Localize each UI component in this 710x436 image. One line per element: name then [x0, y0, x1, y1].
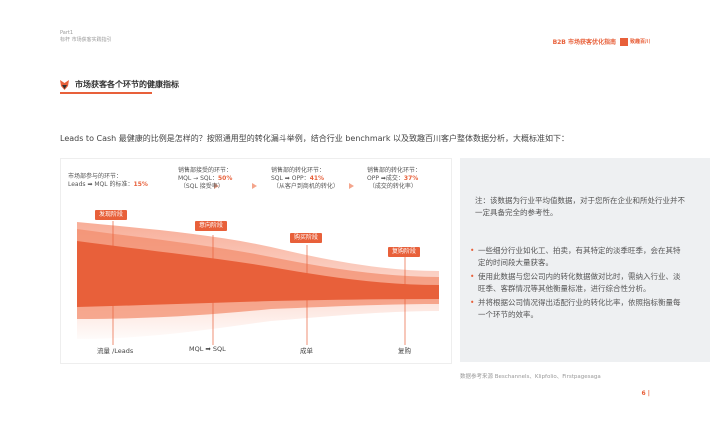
- data-source: 数据参考来源 Beschannels、Klipfolio、Firstpagesa…: [460, 374, 601, 380]
- note-text: 注：该数据为行业平均值数据，对于您所在企业和所处行业并不一定具备完全的参考性。: [475, 196, 685, 217]
- header-subtitle: 标杆 市场获客实践指引: [60, 37, 112, 43]
- bullet-item: 使用此数据与您公司内的转化数据做对比时，需纳入行业、淡旺季、客群情况等其他衡量标…: [470, 271, 685, 295]
- funnel-chart-card: 市场部参与的环节： Leads ➡ MQL 的标准：15% 销售部接受的环节： …: [60, 158, 452, 364]
- x-label-deal: 成单: [300, 347, 313, 355]
- phase-tag-discover: 发现阶段: [95, 210, 128, 220]
- report-title: B2B 市场获客优化指南: [552, 39, 616, 46]
- stage-4-text: 销售部的转化环节： OPP ➡成交：37% （成交的转化率）: [367, 167, 422, 190]
- bullet-list: 一些细分行业如化工、拍卖，有其特定的淡季旺季，会在其特定的时间段大量获客。 使用…: [470, 245, 685, 323]
- section-title: 市场获客各个环节的健康指标: [75, 80, 179, 89]
- part-label: Part1: [60, 30, 74, 36]
- section-underline: [60, 92, 152, 94]
- x-label-repurchase: 复购: [398, 347, 411, 355]
- logo-icon: [619, 37, 628, 46]
- brand-name: 致趣百川: [629, 39, 650, 45]
- phase-tag-repurchase: 复购阶段: [388, 247, 421, 257]
- page-number: 6 |: [641, 390, 650, 397]
- x-label-mql-sql: MQL ➡ SQL: [189, 345, 226, 353]
- funnel-graphic: [77, 221, 439, 345]
- stage-1-text: 市场部参与的环节： Leads ➡ MQL 的标准：15%: [68, 173, 148, 188]
- bullet-item: 并将根据公司情况得出适配行业的转化比率，依照指标衡量每一个环节的效率。: [470, 297, 685, 321]
- x-label-leads: 流量 /Leads: [97, 347, 134, 355]
- brand-logo: 致趣百川: [619, 37, 650, 46]
- fox-icon: [60, 79, 69, 90]
- stage-3-text: 销售部的转化环节： SQL ➡ OPP：41% （从客户到商机的转化）: [271, 167, 339, 190]
- bullet-item: 一些细分行业如化工、拍卖，有其特定的淡季旺季，会在其特定的时间段大量获客。: [470, 245, 685, 269]
- report-header: B2B 市场获客优化指南 致趣百川: [553, 37, 650, 46]
- intro-text: Leads to Cash 最健康的比例是怎样的？按照通用型的转化漏斗举例，结合…: [60, 134, 570, 143]
- stage-2-text: 销售部接受的环节： MQL → SQL：50% （SQL 接受率）: [178, 167, 233, 190]
- phase-tag-intent: 意向阶段: [195, 221, 228, 231]
- stage-arrow: [252, 183, 257, 189]
- stage-arrow: [214, 183, 219, 189]
- section-heading: 市场获客各个环节的健康指标: [60, 79, 179, 90]
- stage-arrow: [349, 183, 354, 189]
- phase-tag-purchase: 购买阶段: [290, 233, 323, 243]
